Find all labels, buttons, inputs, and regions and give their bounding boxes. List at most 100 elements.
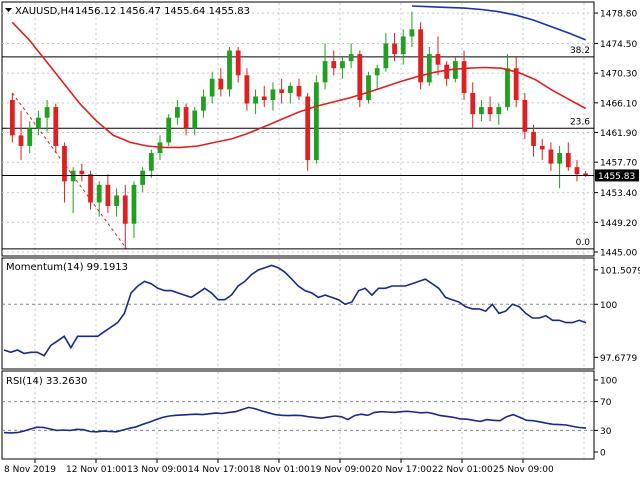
y-tick-label: 100 — [600, 377, 617, 387]
x-tick-label: 13 Nov 09:00 — [127, 465, 188, 475]
time-axis: 8 Nov 2019 12 Nov 01:00 13 Nov 09:00 14 Nov… — [4, 459, 554, 475]
price-panel: 38.2 23.6 0.0 1455.83 1478.80 1474.50 1470.3… — [1, 1, 639, 259]
candle-body — [348, 54, 354, 62]
ma-slow-line — [411, 5, 586, 41]
fib-level-label: 23.6 — [570, 117, 590, 127]
x-tick-label: 19 Nov 09:00 — [310, 465, 371, 475]
candle-body — [53, 107, 59, 146]
rsi-panel: 100 70 30 0 RSI(14) 33.2630 — [1, 370, 617, 460]
candle-body — [400, 36, 406, 55]
y-tick-label: 100 — [600, 301, 617, 311]
candle-body — [444, 64, 450, 79]
y-tick-label: 101.5079 — [600, 266, 640, 276]
moving-averages — [11, 5, 587, 149]
candle-body — [36, 117, 41, 129]
x-tick-label: 12 Nov 01:00 — [66, 465, 127, 475]
candle-body — [201, 96, 206, 111]
candle-body — [105, 184, 111, 207]
candle-body — [253, 96, 258, 104]
fibonacci-levels: 38.2 23.6 0.0 — [2, 46, 594, 250]
momentum-series — [3, 264, 587, 357]
dropdown-triangle-icon[interactable] — [5, 8, 12, 12]
candle-body — [435, 54, 441, 65]
candle-body — [166, 117, 172, 143]
price-trendline — [11, 92, 127, 249]
price-y-axis: 1478.80 1474.50 1470.30 1466.10 1461.90 1457.… — [594, 10, 637, 259]
current-price-label: 1455.83 — [598, 172, 635, 182]
candle-body — [183, 107, 189, 129]
current-price-label-box — [595, 169, 639, 182]
price-header: XAUUSD,H4 1456.12 1456.47 1455.64 1455.8… — [5, 6, 250, 17]
candle-body — [270, 89, 276, 101]
candle-body — [70, 170, 76, 182]
candle-body — [279, 89, 285, 93]
candle-body — [131, 184, 137, 224]
candle-body — [565, 153, 571, 168]
x-tick-label: 20 Nov 17:00 — [371, 465, 432, 475]
candle-body — [218, 78, 224, 90]
rsi-grid — [2, 372, 594, 458]
rsi-y-axis: 100 70 30 0 — [594, 377, 617, 459]
y-tick-label: 1478.80 — [600, 10, 637, 20]
y-tick-label: 30 — [600, 427, 612, 437]
candles — [9, 11, 589, 249]
candle-body — [18, 135, 24, 146]
candle-body — [261, 96, 267, 101]
candle-body — [340, 61, 345, 69]
candle-body — [487, 107, 493, 115]
y-tick-label: 97.6779 — [600, 354, 637, 364]
candle-body — [140, 170, 146, 185]
candle-body — [470, 92, 476, 115]
candle-body — [174, 107, 180, 118]
candle-body — [114, 195, 119, 207]
candle-body — [148, 153, 154, 171]
ohlc-readout: 1456.12 1456.47 1455.64 1455.83 — [75, 6, 250, 17]
candle-body — [322, 61, 328, 83]
candle-body — [235, 50, 241, 76]
ma-fast-line — [11, 21, 587, 149]
momentum-plot-frame — [1, 257, 595, 370]
candle-body — [557, 153, 562, 164]
candle-body — [479, 107, 484, 115]
candle-body — [409, 29, 415, 37]
candle-body — [27, 128, 33, 146]
y-tick-label: 1466.10 — [600, 99, 637, 109]
candle-body — [44, 107, 50, 118]
candle-body — [357, 54, 363, 101]
candle-body — [331, 61, 337, 69]
candle-body — [88, 174, 93, 203]
candle-body — [62, 145, 67, 182]
momentum-line — [3, 264, 587, 357]
candle-body — [287, 85, 293, 93]
candle-body — [513, 68, 519, 101]
candle-body — [461, 61, 467, 93]
candle-body — [79, 170, 85, 175]
trendline — [11, 92, 127, 249]
y-tick-label: 0 — [600, 449, 606, 459]
y-tick-label: 1449.20 — [600, 219, 637, 229]
candle-body — [374, 68, 380, 76]
x-tick-label: 22 Nov 01:00 — [432, 465, 493, 475]
candle-body — [522, 100, 528, 132]
candle-body — [418, 29, 424, 83]
y-tick-label: 1470.30 — [600, 70, 637, 80]
momentum-panel: 101.5079 100 97.6779 Momentum(14) 99.1913 — [1, 257, 640, 370]
candle-body — [313, 82, 319, 161]
candle-body — [426, 54, 432, 83]
x-tick-label: 14 Nov 17:00 — [188, 465, 249, 475]
candle-body — [531, 131, 536, 146]
rsi-title: RSI(14) 33.2630 — [6, 376, 87, 387]
y-tick-label: 1474.50 — [600, 40, 637, 50]
candle-body — [505, 68, 510, 108]
y-tick-label: 1445.00 — [600, 249, 637, 259]
candle-body — [209, 78, 215, 97]
price-plot-frame — [1, 1, 595, 257]
y-tick-label: 1461.90 — [600, 129, 637, 139]
fib-level-label: 38.2 — [570, 46, 590, 56]
candle-body — [305, 96, 311, 161]
x-tick-label: 18 Nov 01:00 — [249, 465, 310, 475]
candle-body — [539, 145, 545, 150]
candle-body — [548, 149, 554, 164]
